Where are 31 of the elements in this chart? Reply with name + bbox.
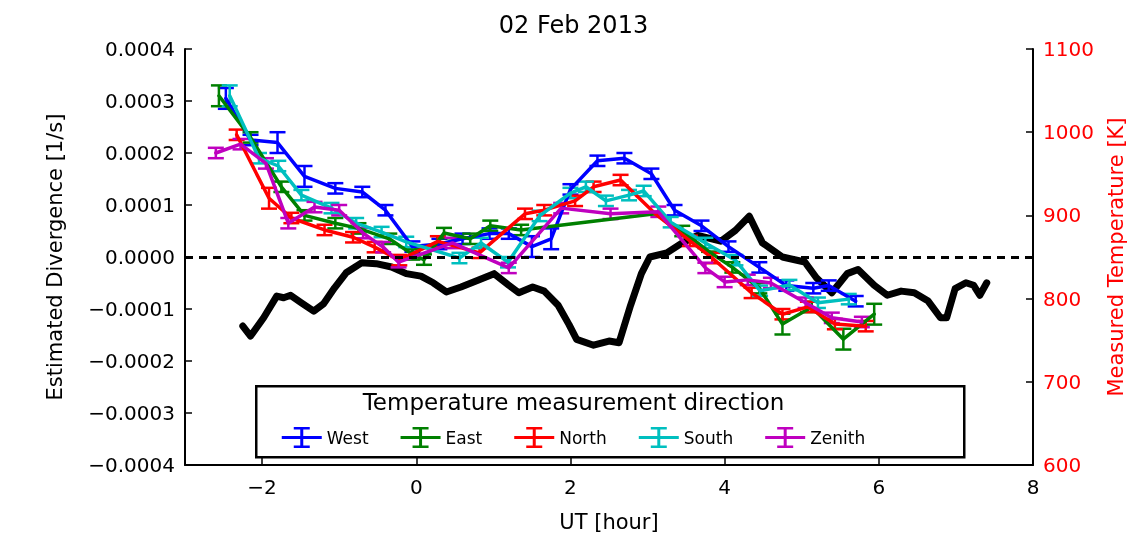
x-tick-label: 6 [872, 475, 886, 499]
chart-title: 02 Feb 2013 [498, 11, 649, 39]
legend-label: West [326, 427, 369, 448]
x-tick-label: 4 [718, 475, 731, 499]
y-tick-label: 0.0000 [105, 245, 175, 269]
y-tick-label: −0.0004 [88, 453, 175, 477]
x-tick-label: 0 [409, 475, 423, 499]
legend-label: Zenith [810, 427, 866, 448]
y-axis-title: Estimated Divergence [1/s] [42, 113, 67, 401]
y-tick-label: −0.0003 [88, 401, 175, 425]
y-tick-label: −0.0002 [88, 349, 175, 373]
x-tick-label: 2 [564, 475, 577, 499]
legend-label: North [559, 427, 607, 448]
legend-label: South [683, 427, 734, 448]
y2-tick-label: 900 [1043, 203, 1082, 228]
y2-tick-label: 600 [1043, 453, 1082, 477]
x-axis-title: UT [hour] [559, 509, 659, 534]
y-tick-label: 0.0003 [105, 89, 175, 113]
y-tick-label: 0.0001 [105, 193, 175, 217]
y2-axis-title: Measured Temperature [K] [1103, 117, 1128, 397]
y2-tick-label: 1000 [1043, 120, 1094, 145]
x-tick-label: 8 [1026, 475, 1040, 499]
y2-tick-label: 700 [1043, 369, 1082, 394]
y-tick-label: 0.0002 [105, 141, 175, 165]
y2-tick-label: 1100 [1043, 37, 1094, 61]
y2-tick-label: 800 [1043, 286, 1082, 311]
x-tick-label: −2 [247, 475, 277, 499]
y-tick-label: −0.0001 [88, 297, 175, 321]
y-tick-label: 0.0004 [105, 37, 175, 61]
legend-label: East [445, 427, 483, 448]
legend-title: Temperature measurement direction [361, 388, 785, 415]
